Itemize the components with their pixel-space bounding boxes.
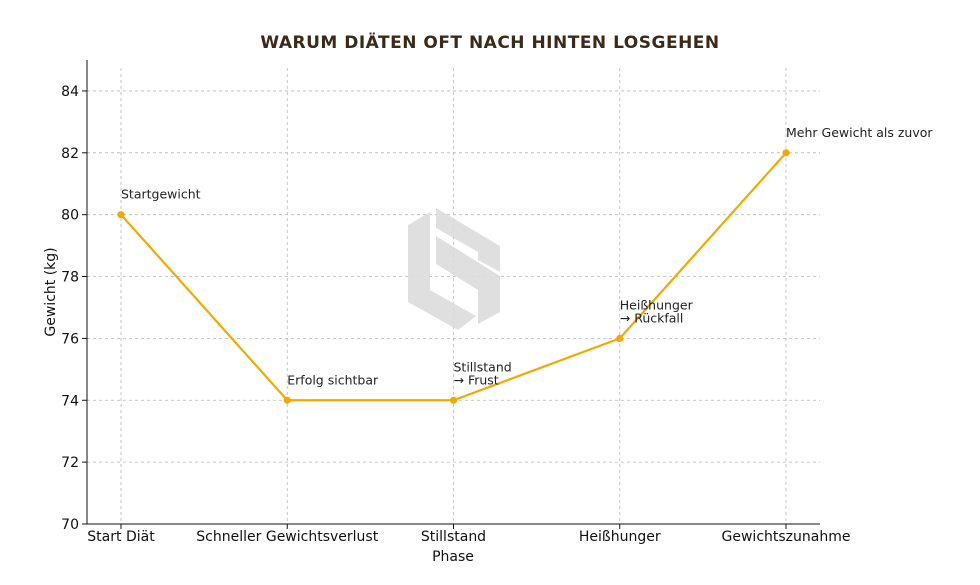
- y-tick-label: 70: [61, 517, 79, 533]
- x-axis-label: Phase: [432, 549, 474, 565]
- chart-title: WARUM DIÄTEN OFT NACH HINTEN LOSGEHEN: [260, 31, 719, 53]
- y-tick-label: 78: [61, 270, 79, 286]
- x-tick-label: Stillstand: [421, 529, 486, 545]
- data-annotation: → Rückfall: [620, 310, 684, 325]
- y-tick-label: 82: [61, 146, 79, 162]
- data-point: [782, 149, 790, 157]
- y-tick-label: 84: [61, 84, 79, 100]
- grid-lines: [87, 68, 820, 524]
- series-line: [117, 149, 790, 404]
- data-annotation: Startgewicht: [121, 187, 201, 202]
- watermark-logo-icon: [408, 208, 500, 330]
- data-point: [616, 334, 624, 342]
- x-tick-label: Start Diät: [87, 529, 155, 545]
- data-point: [117, 211, 125, 219]
- x-tick-label: Schneller Gewichtsverlust: [196, 529, 378, 545]
- y-tick-label: 74: [61, 393, 79, 409]
- x-tick-label: Gewichtszunahme: [722, 529, 851, 545]
- data-annotation: Heißhunger: [620, 297, 694, 312]
- annotations: Startgewicht Erfolg sichtbar Stillstand→ F…: [121, 125, 933, 387]
- y-axis-label: Gewicht (kg): [43, 247, 59, 336]
- data-annotation: → Frust: [454, 372, 499, 387]
- y-tick-label: 76: [61, 331, 79, 347]
- axes: 70 72 74 76 78 80 82 84 Start Diät Schneller Gewi…: [61, 60, 850, 545]
- data-annotation: Mehr Gewicht als zuvor: [786, 125, 933, 140]
- y-tick-label: 80: [61, 208, 79, 224]
- data-point: [283, 396, 291, 404]
- data-annotation: Erfolg sichtbar: [287, 372, 379, 387]
- x-tick-label: Heißhunger: [579, 529, 661, 545]
- y-tick-label: 72: [61, 455, 79, 471]
- data-point: [449, 396, 458, 404]
- data-annotation: Stillstand: [454, 359, 512, 374]
